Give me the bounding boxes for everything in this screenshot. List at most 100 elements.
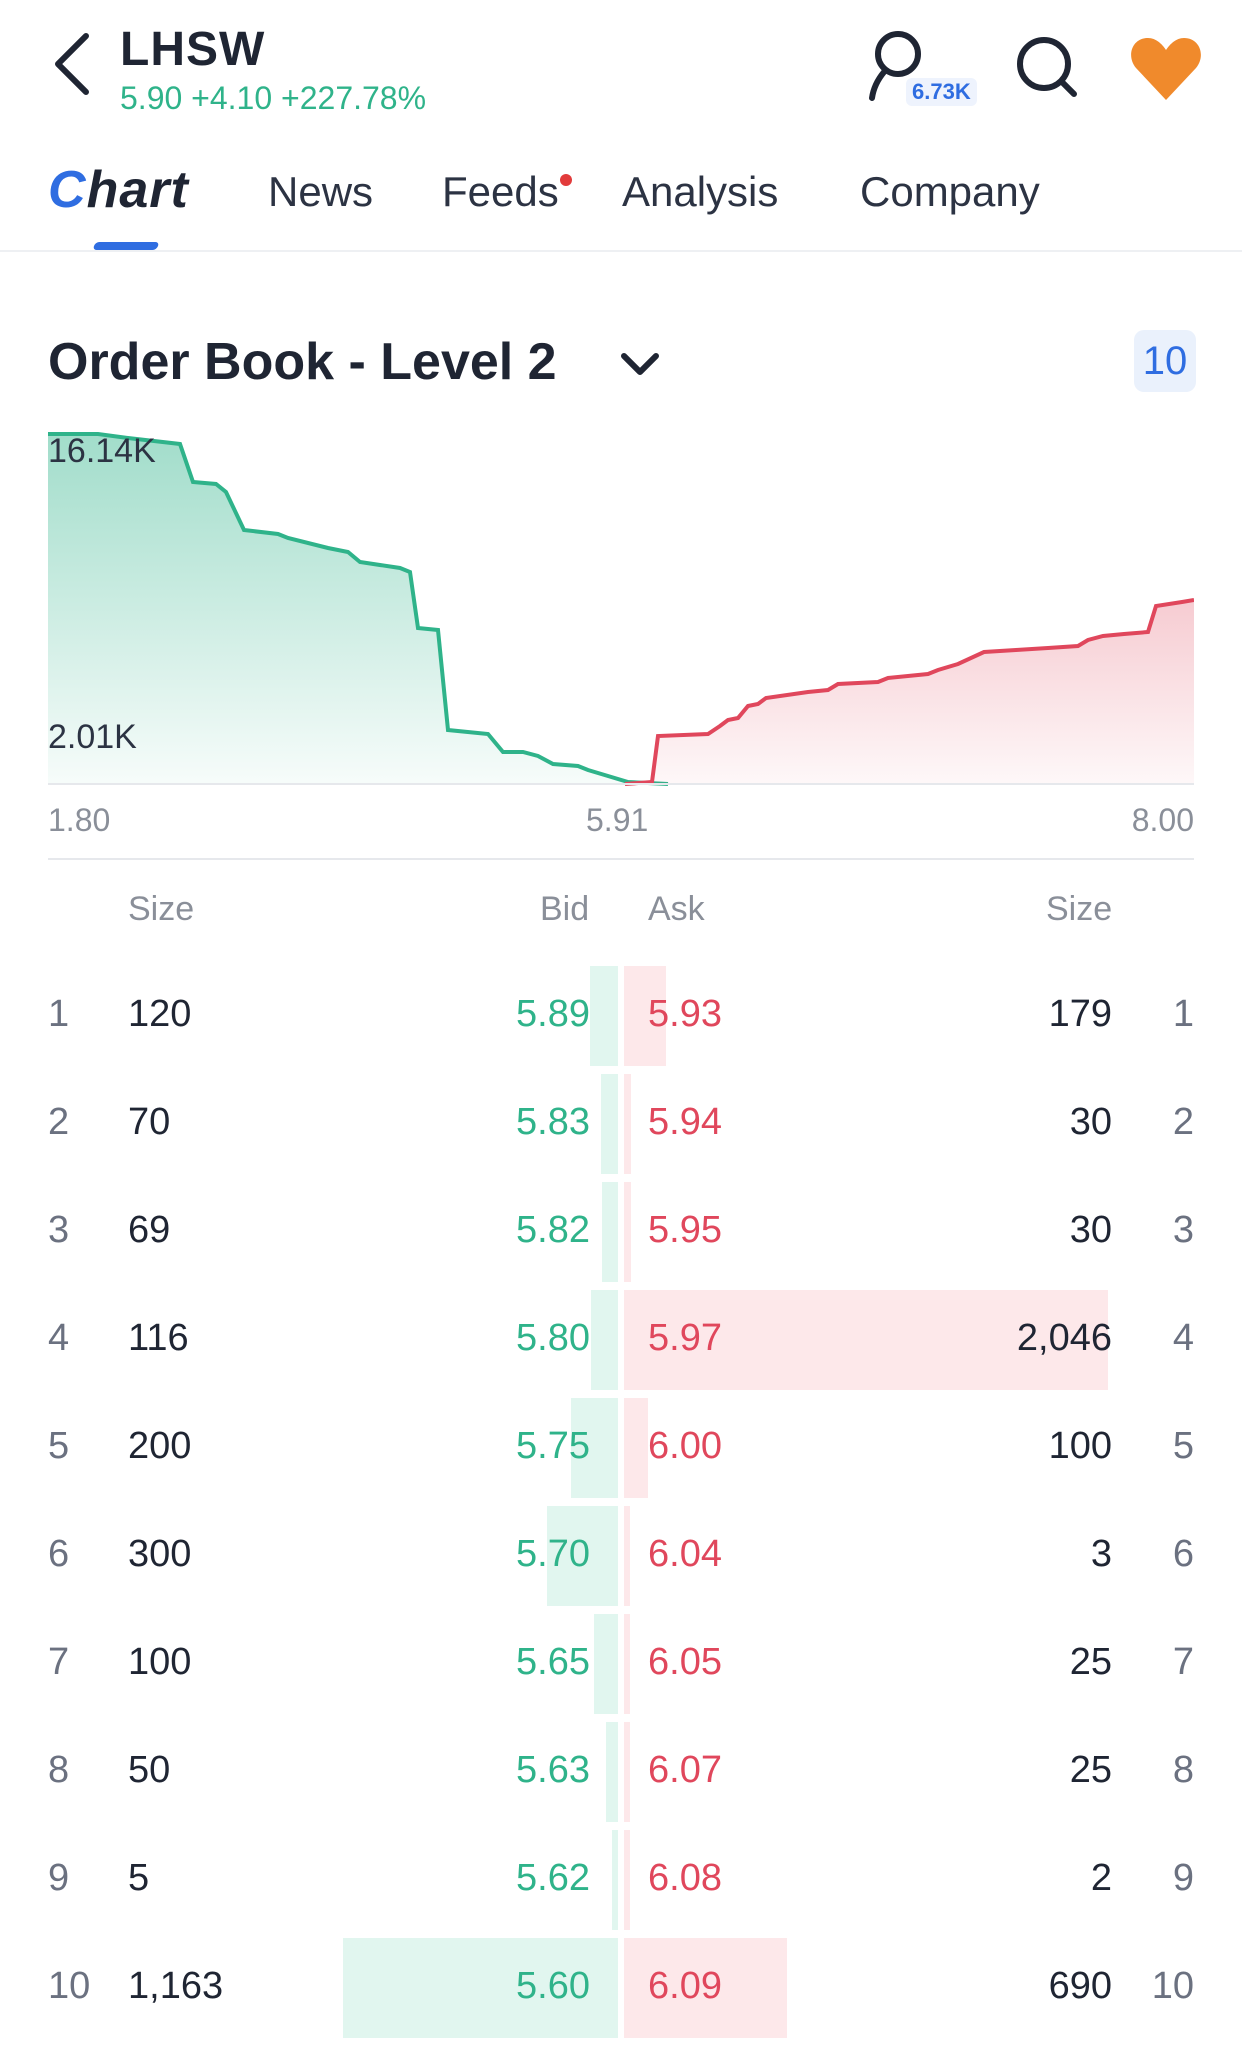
- col-header-bid-size: Size: [128, 890, 195, 928]
- ask-level-index: 4: [1172, 1317, 1194, 1359]
- bid-price: 5.63: [516, 1749, 590, 1791]
- order-book-row[interactable]: 4 116 5.80 5.97 2,046 4: [0, 1284, 1242, 1392]
- bid-level-index: 4: [48, 1317, 70, 1359]
- bid-price: 5.75: [516, 1425, 590, 1467]
- tab-company[interactable]: Company: [860, 168, 1040, 215]
- bid-price: 5.65: [516, 1641, 590, 1683]
- ask-size: 3: [1090, 1533, 1112, 1575]
- order-book-row[interactable]: 1 120 5.89 5.93 179 1: [0, 960, 1242, 1068]
- bid-size-bar: [601, 1182, 618, 1282]
- bid-size-bar: [589, 966, 618, 1066]
- search-icon: [1017, 37, 1077, 97]
- tab-chart-label: hart: [86, 161, 189, 219]
- bid-level-index: 5: [48, 1425, 70, 1467]
- col-header-ask-size: Size: [1046, 890, 1113, 928]
- order-book-row[interactable]: 2 70 5.83 5.94 30 2: [0, 1068, 1242, 1176]
- bid-size: 5: [128, 1857, 150, 1899]
- ask-size-bar: [624, 966, 667, 1066]
- watchlist-button[interactable]: [1126, 28, 1206, 108]
- heart-icon: [1131, 38, 1201, 100]
- divider: [48, 858, 1194, 860]
- back-button[interactable]: [48, 28, 98, 100]
- bid-level-index: 6: [48, 1533, 70, 1575]
- bid-level-index: 8: [48, 1749, 70, 1791]
- bid-level-index: 1: [48, 993, 70, 1035]
- bid-size: 1,163: [128, 1965, 224, 2007]
- ask-size: 30: [1069, 1209, 1112, 1251]
- bid-size: 116: [128, 1317, 189, 1359]
- order-book-row[interactable]: 8 50 5.63 6.07 25 8: [0, 1716, 1242, 1824]
- bid-size-bar: [590, 1290, 618, 1390]
- ask-size-bar: [624, 1290, 1108, 1390]
- ask-size: 2: [1090, 1857, 1112, 1899]
- chevron-down-icon[interactable]: [616, 340, 664, 388]
- ticker-symbol: LHSW: [120, 23, 266, 76]
- col-header-ask: Ask: [648, 890, 705, 928]
- follow-button[interactable]: 6.73K: [864, 28, 977, 108]
- search-button[interactable]: [1012, 28, 1082, 108]
- col-header-bid: Bid: [540, 890, 590, 928]
- ask-size-bar: [624, 1614, 630, 1714]
- order-book-title[interactable]: Order Book - Level 2: [48, 333, 557, 391]
- ask-size: 30: [1069, 1101, 1112, 1143]
- bid-size-bar: [606, 1722, 618, 1822]
- tab-chart[interactable]: Chart: [48, 160, 189, 220]
- bid-size-bar: [612, 1830, 618, 1930]
- depth-chart-svg: [48, 432, 1195, 786]
- order-book-row[interactable]: 7 100 5.65 6.05 25 7: [0, 1608, 1242, 1716]
- ask-size-bar: [624, 1074, 632, 1174]
- depth-level-badge[interactable]: 10: [1134, 330, 1196, 392]
- tab-chart-first-letter: C: [48, 161, 87, 219]
- chart-x-max-label: 8.00: [1131, 802, 1194, 838]
- bid-price: 5.60: [516, 1965, 590, 2007]
- bid-size-bar: [601, 1074, 618, 1174]
- ask-depth-line: [624, 598, 1195, 786]
- ask-depth-area: [625, 600, 1194, 784]
- bid-size: 100: [128, 1641, 192, 1683]
- order-book-row[interactable]: 5 200 5.75 6.00 100 5: [0, 1392, 1242, 1500]
- ask-price: 5.93: [648, 993, 722, 1035]
- ask-level-index: 9: [1172, 1857, 1194, 1899]
- order-book-row[interactable]: 3 69 5.82 5.95 30 3: [0, 1176, 1242, 1284]
- ask-price: 6.08: [648, 1857, 722, 1899]
- bid-size: 300: [128, 1533, 192, 1575]
- bid-level-index: 10: [48, 1965, 91, 2007]
- ask-price: 6.07: [648, 1749, 722, 1791]
- order-book-row[interactable]: 9 5 5.62 6.08 2 9: [0, 1824, 1242, 1932]
- chart-x-mid-label: 5.91: [586, 802, 649, 838]
- chart-y-max-label: 16.14K: [48, 432, 156, 470]
- bid-size-bar: [594, 1614, 618, 1714]
- tab-bar: Chart News Feeds Analysis Company: [0, 150, 1242, 252]
- bid-price: 5.70: [516, 1533, 590, 1575]
- bid-depth-area: [48, 434, 668, 784]
- ask-size-bar: [624, 1722, 630, 1822]
- ask-price: 6.00: [648, 1425, 722, 1467]
- bid-size: 70: [128, 1101, 171, 1143]
- ask-level-index: 10: [1151, 1965, 1194, 2007]
- ask-size: 690: [1048, 1965, 1112, 2007]
- chart-y-min-label: 2.01K: [48, 718, 137, 756]
- ask-size-bar: [624, 1398, 648, 1498]
- bid-level-index: 7: [48, 1641, 70, 1683]
- follow-count: 6.73K: [906, 78, 977, 106]
- ask-price: 5.94: [648, 1101, 722, 1143]
- ask-size-bar: [624, 1182, 632, 1282]
- bid-price: 5.82: [516, 1209, 590, 1251]
- ask-size-bar: [624, 1506, 630, 1606]
- bid-size: 120: [128, 993, 192, 1035]
- ask-size: 179: [1048, 993, 1112, 1035]
- tab-feeds[interactable]: Feeds: [442, 168, 572, 216]
- tab-analysis[interactable]: Analysis: [622, 168, 779, 215]
- ask-price: 6.05: [648, 1641, 722, 1683]
- ask-level-index: 6: [1172, 1533, 1194, 1575]
- order-book-row[interactable]: 10 1,163 5.60 6.09 690 10: [0, 1932, 1242, 2040]
- user-follow-icon: [869, 31, 921, 101]
- bid-price: 5.80: [516, 1317, 590, 1359]
- tab-news[interactable]: News: [268, 168, 374, 215]
- bid-size: 69: [128, 1209, 171, 1251]
- ask-size: 2,046: [1016, 1317, 1112, 1359]
- order-book-row[interactable]: 6 300 5.70 6.04 3 6: [0, 1500, 1242, 1608]
- ask-size-bar: [624, 1830, 630, 1930]
- bid-size: 200: [128, 1425, 192, 1467]
- top-bar: LHSW 5.90 +4.10 +227.78% 6.73K: [0, 0, 1242, 130]
